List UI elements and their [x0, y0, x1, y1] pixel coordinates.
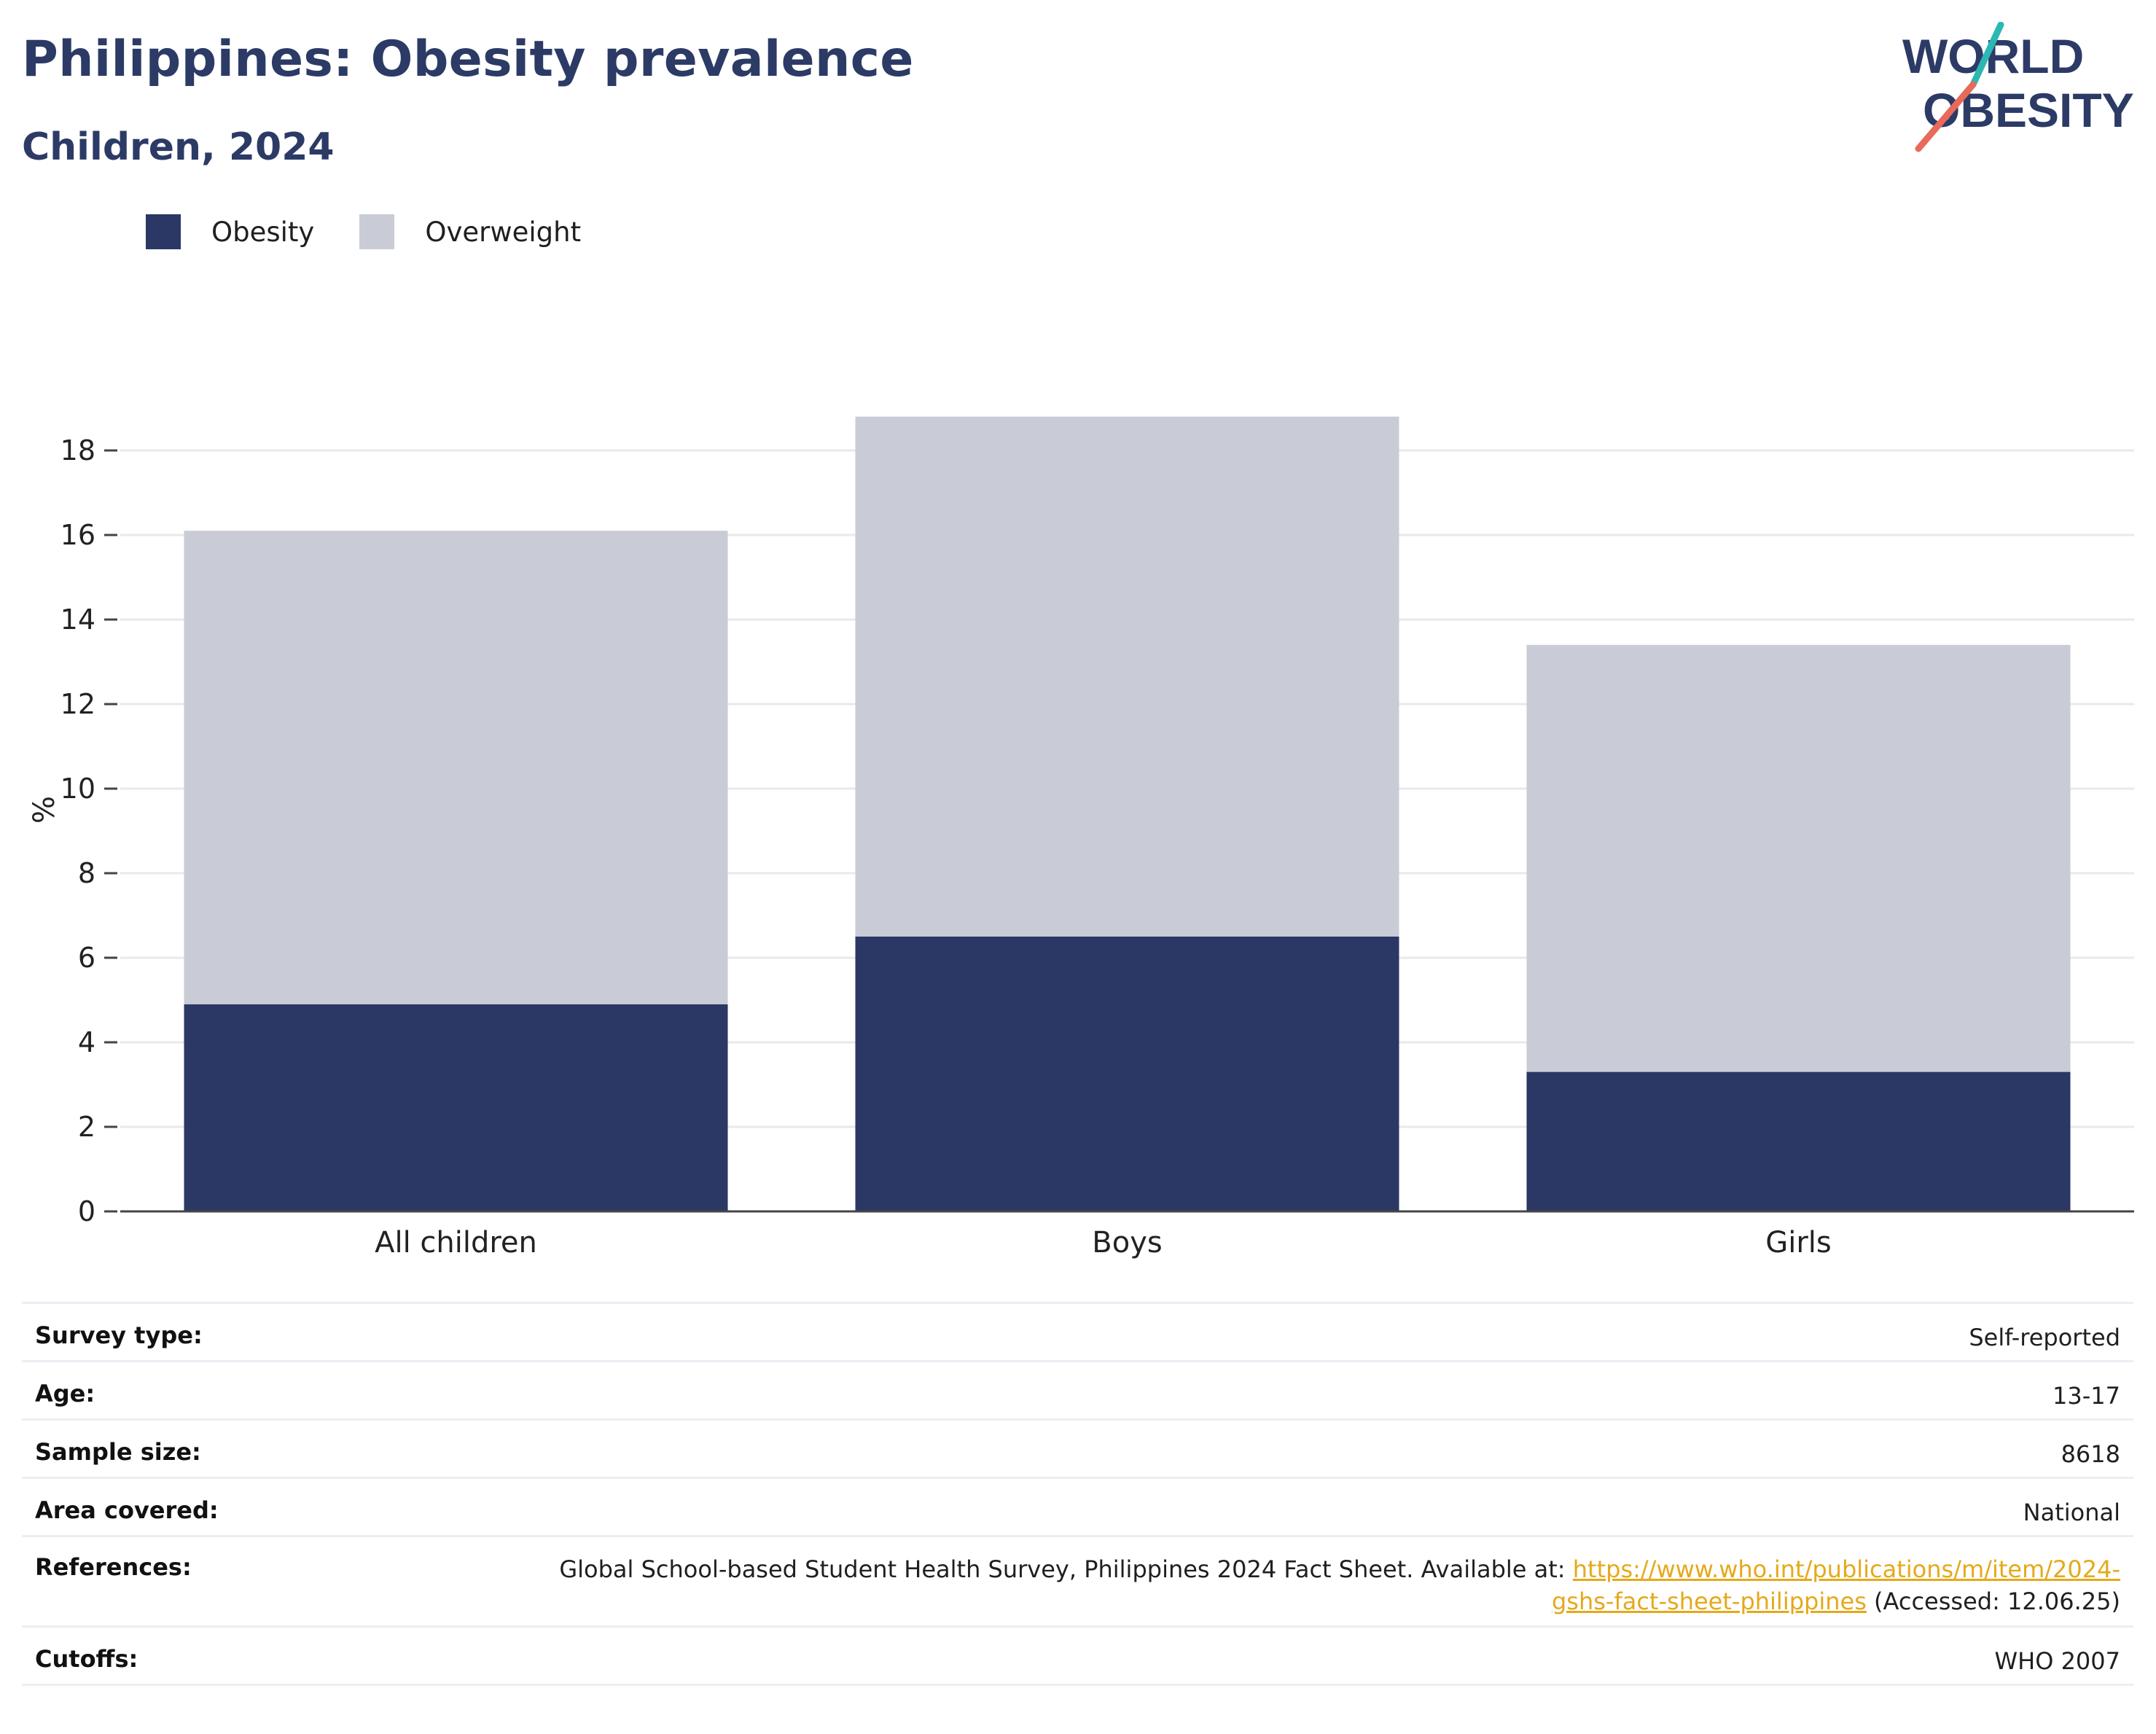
legend-label-obesity: Obesity [211, 216, 315, 248]
chart-title: Philippines: Obesity prevalence [22, 31, 914, 88]
world-obesity-logo: WORLD OBESITY [1902, 22, 2134, 152]
info-value: 8618 [2061, 1440, 2120, 1468]
logo-line2: OBESITY [1923, 83, 2134, 137]
info-label: Cutoffs: [35, 1645, 138, 1673]
y-tick-label: 12 [60, 688, 95, 720]
info-value: Self-reported [1969, 1324, 2120, 1351]
info-row-cutoffs: Cutoffs: WHO 2007 [22, 1626, 2133, 1685]
x-tick-label: All children [375, 1226, 537, 1260]
bar-obesity-all-children [184, 1004, 728, 1211]
y-tick-label: 4 [78, 1026, 95, 1058]
legend-item-overweight[interactable]: Overweight [359, 214, 581, 249]
y-tick-label: 18 [60, 434, 95, 466]
info-row-area: Area covered: National [22, 1477, 2133, 1536]
legend-swatch-overweight [359, 214, 395, 249]
x-tick-label: Girls [1765, 1226, 1832, 1260]
info-label: Age: [35, 1380, 95, 1407]
y-tick-label: 14 [60, 604, 95, 636]
y-axis-label: % [28, 796, 61, 824]
reference-text: Global School-based Student Health Surve… [559, 1555, 1566, 1583]
bar-chart: 0 2 4 6 8 10 12 14 16 18% All children Boys Girls [28, 416, 2134, 1260]
survey-info-table: Survey type: Self-reported Age: 13-17 Sa… [22, 1302, 2133, 1686]
info-row-sample-size: Sample size: 8618 [22, 1419, 2133, 1478]
legend-item-obesity[interactable]: Obesity [146, 214, 314, 249]
legend-swatch-obesity [146, 214, 181, 249]
reference-link[interactable]: https://www.who.int/publications/m/item/… [1552, 1555, 2120, 1615]
info-value: National [2023, 1499, 2120, 1526]
y-tick-label: 10 [60, 773, 95, 805]
y-tick-label: 16 [60, 519, 95, 551]
info-value: WHO 2007 [1994, 1647, 2121, 1675]
reference-link-part1[interactable]: https://www.who.int/publications/m/item/… [1572, 1555, 2120, 1583]
y-tick-label: 2 [78, 1111, 95, 1143]
info-label: References: [35, 1553, 192, 1581]
legend-label-overweight: Overweight [425, 216, 582, 248]
chart-subtitle: Children, 2024 [22, 125, 335, 169]
info-value-references: Global School-based Student Health Surve… [386, 1536, 2133, 1627]
bar-overweight-girls [1526, 644, 2071, 1072]
reference-link-part2[interactable]: gshs-fact-sheet-philippines [1551, 1587, 1867, 1615]
y-tick-label: 8 [78, 857, 95, 889]
info-label: Sample size: [35, 1438, 201, 1466]
info-row-references: References: Global School-based Student … [22, 1536, 2133, 1627]
legend: Obesity Overweight [146, 214, 626, 249]
bar-overweight-boys [855, 416, 1399, 937]
y-tick-label: 6 [78, 942, 95, 974]
info-label: Area covered: [35, 1496, 219, 1524]
info-value: 13-17 [2053, 1382, 2120, 1410]
reference-accessed: (Accessed: 12.06.25) [1874, 1587, 2120, 1615]
bar-obesity-boys [855, 937, 1399, 1211]
info-row-age: Age: 13-17 [22, 1361, 2133, 1420]
info-row-survey-type: Survey type: Self-reported [22, 1303, 2133, 1362]
bar-overweight-all-children [184, 531, 728, 1004]
info-label: Survey type: [35, 1321, 203, 1349]
x-tick-label: Boys [1092, 1226, 1162, 1260]
y-tick-label: 0 [78, 1195, 95, 1227]
bar-obesity-girls [1526, 1071, 2071, 1211]
